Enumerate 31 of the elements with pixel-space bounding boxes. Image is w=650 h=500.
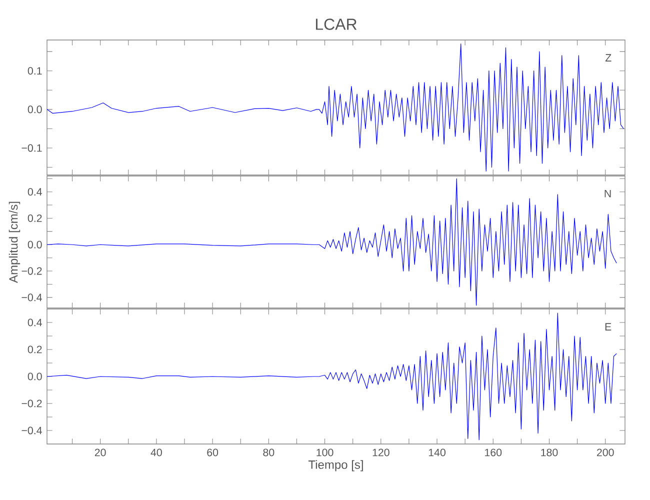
y-tick-label: −0.4	[22, 426, 42, 434]
x-tick-label: 160	[485, 448, 502, 456]
annotation: Z	[605, 54, 612, 62]
annotation: N	[604, 190, 611, 198]
x-axis-title: Tiempo [s]	[308, 460, 363, 472]
annotation: E	[605, 323, 612, 330]
y-tick-label: 0.4	[28, 188, 42, 196]
y-tick-label: 0.2	[28, 214, 42, 222]
y-tick-label: 0.2	[28, 346, 42, 354]
y-tick-label: 0.0	[28, 240, 42, 248]
x-tick-label: 60	[207, 448, 218, 456]
x-tick-label: 140	[428, 448, 446, 456]
line-series	[47, 44, 624, 172]
y-tick-label: 0.1	[28, 67, 42, 75]
line-series	[47, 312, 617, 440]
y-tick-label: −0.1	[22, 144, 42, 152]
x-tick-label: 100	[316, 448, 334, 456]
y-tick-label: 0.0	[28, 106, 42, 114]
x-tick-label: 200	[597, 448, 614, 456]
y-axis-title: Amplitud [cm/s]	[8, 202, 20, 283]
x-tick-label: 20	[94, 448, 106, 456]
y-tick-label: −0.2	[22, 400, 42, 408]
x-tick-label: 120	[372, 448, 390, 456]
y-tick-label: −0.4	[22, 294, 42, 302]
x-tick-label: 40	[150, 448, 162, 456]
y-tick-label: −0.2	[22, 267, 42, 275]
x-tick-label: 80	[263, 448, 274, 456]
x-tick-label: 180	[541, 448, 558, 456]
y-tick-label: 0.0	[28, 372, 42, 380]
y-tick-label: 0.4	[28, 318, 42, 326]
chart-title: LCAR	[316, 18, 357, 30]
